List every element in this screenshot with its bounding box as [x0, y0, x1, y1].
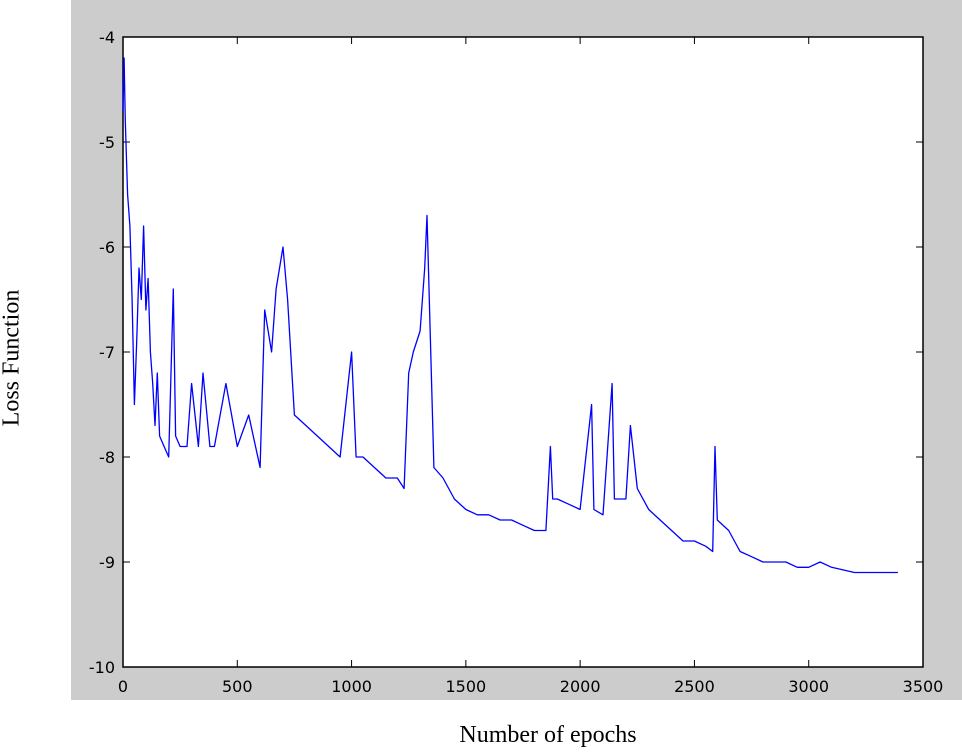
y-tick-label: -8: [99, 448, 115, 467]
x-tick-label: 500: [222, 677, 253, 696]
x-tick-label: 3000: [788, 677, 829, 696]
y-tick-label: -4: [99, 28, 115, 47]
y-tick-label: -10: [89, 658, 115, 677]
x-axis-label: Number of epochs: [459, 722, 637, 748]
axis-ticks: [122, 36, 924, 668]
loss-series-line: [122, 57, 898, 574]
x-tick-label: 3500: [903, 677, 944, 696]
y-tick-label: -9: [99, 553, 115, 572]
y-tick-label: -7: [99, 343, 115, 362]
x-tick-label: 1500: [445, 677, 486, 696]
tick-labels: 0 500 1000 1500 2000 2500 3000 3500 -4 -5 -6 -7 -8 -9…: [89, 28, 944, 696]
y-tick-label: -6: [99, 238, 115, 257]
x-tick-label: 0: [118, 677, 128, 696]
x-tick-label: 2500: [674, 677, 715, 696]
x-tick-label: 2000: [560, 677, 601, 696]
plot-area: [122, 36, 924, 668]
x-tick-label: 1000: [331, 677, 372, 696]
series-group: [122, 57, 898, 574]
y-axis-label: Loss Function: [0, 289, 25, 427]
y-tick-label: -5: [99, 133, 115, 152]
